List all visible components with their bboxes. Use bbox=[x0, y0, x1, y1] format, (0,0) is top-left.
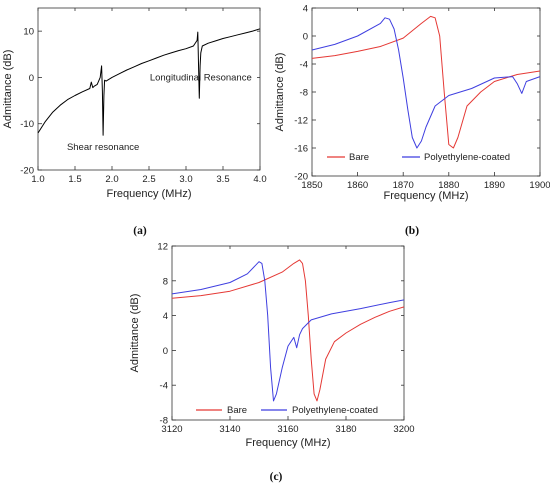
panel-a: 1.0 1.5 2.0 2.5 3.0 3.5 4.0 -20 -10 0 10 Shear re… bbox=[2, 7, 267, 237]
x-tick-label: 3120 bbox=[161, 424, 182, 435]
y-ticks: -8 -4 0 4 8 12 bbox=[157, 242, 404, 427]
y-axis-label: Admittance (dB) bbox=[2, 50, 14, 129]
legend-label-coated: Polyethylene-coated bbox=[292, 405, 378, 416]
caption-c: (c) bbox=[270, 471, 283, 483]
plot-frame bbox=[171, 245, 405, 421]
y-tick-label: -20 bbox=[294, 172, 308, 183]
x-tick-label: 1880 bbox=[438, 180, 459, 191]
x-tick-label: 1890 bbox=[484, 180, 505, 191]
x-tick-label: 4.0 bbox=[253, 174, 266, 185]
y-tick-label: 4 bbox=[303, 4, 308, 15]
y-tick-label: -10 bbox=[20, 119, 34, 130]
x-axis-label: Frequency (MHz) bbox=[107, 188, 192, 200]
y-tick-label: 8 bbox=[163, 276, 168, 287]
y-tick-label: 4 bbox=[163, 311, 168, 322]
x-tick-label: 3.5 bbox=[216, 174, 229, 185]
series-line-1 bbox=[37, 28, 261, 136]
x-tick-label: 1.5 bbox=[68, 174, 81, 185]
series-line-bare bbox=[311, 15, 541, 149]
panel-c: 3120 3140 3160 3180 3200 -8 -4 0 4 8 12 Bare Poly… bbox=[129, 242, 415, 484]
y-tick-label: -8 bbox=[160, 416, 168, 427]
y-ticks: -20 -16 -12 -8 -4 0 4 bbox=[294, 4, 540, 183]
x-tick-label: 2.0 bbox=[105, 174, 118, 185]
annotations: Shear resonance Longitudinal Resonance bbox=[67, 72, 252, 152]
y-tick-label: -16 bbox=[294, 144, 308, 155]
x-tick-label: 1.0 bbox=[31, 174, 44, 185]
y-tick-label: -12 bbox=[294, 116, 308, 127]
y-tick-label: 0 bbox=[303, 32, 308, 43]
x-tick-label: 1870 bbox=[393, 180, 414, 191]
series-line-bare bbox=[171, 259, 405, 402]
x-tick-label: 1850 bbox=[301, 180, 322, 191]
series bbox=[311, 15, 541, 149]
x-tick-label: 1860 bbox=[347, 180, 368, 191]
x-tick-label: 1900 bbox=[529, 180, 550, 191]
series-line-polyethylene-coated bbox=[171, 261, 405, 402]
legend-label-bare: Bare bbox=[227, 405, 247, 416]
y-axis-label: Admittance (dB) bbox=[129, 294, 141, 373]
y-tick-label: -20 bbox=[20, 166, 34, 177]
x-ticks: 1.0 1.5 2.0 2.5 3.0 3.5 4.0 bbox=[31, 8, 267, 185]
y-tick-label: -4 bbox=[300, 60, 308, 71]
x-tick-label: 3200 bbox=[393, 424, 414, 435]
x-axis-label: Frequency (MHz) bbox=[384, 190, 469, 202]
y-tick-label: -4 bbox=[160, 381, 168, 392]
x-tick-label: 2.5 bbox=[142, 174, 155, 185]
legend-label-coated: Polyethylene-coated bbox=[424, 152, 510, 163]
annotation-longitudinal-resonance: Longitudinal Resonance bbox=[150, 72, 252, 83]
series bbox=[171, 259, 405, 402]
caption-b: (b) bbox=[405, 225, 419, 237]
series bbox=[37, 28, 261, 136]
x-tick-label: 3180 bbox=[335, 424, 356, 435]
y-tick-label: 0 bbox=[163, 346, 168, 357]
y-tick-label: -8 bbox=[300, 88, 308, 99]
y-tick-label: 10 bbox=[23, 27, 34, 38]
legend: Bare Polyethylene-coated bbox=[196, 405, 378, 416]
plot-frame bbox=[311, 7, 541, 177]
x-ticks: 1850 1860 1870 1880 1890 1900 bbox=[301, 8, 550, 191]
legend: Bare Polyethylene-coated bbox=[327, 152, 510, 163]
y-tick-label: 12 bbox=[157, 242, 168, 253]
series-line-polyethylene-coated bbox=[311, 17, 541, 149]
x-ticks: 3120 3140 3160 3180 3200 bbox=[161, 246, 415, 435]
legend-label-bare: Bare bbox=[349, 152, 369, 163]
x-tick-label: 3140 bbox=[219, 424, 240, 435]
caption-a: (a) bbox=[133, 225, 147, 237]
x-tick-label: 3.0 bbox=[179, 174, 192, 185]
x-tick-label: 3160 bbox=[277, 424, 298, 435]
x-axis-label: Frequency (MHz) bbox=[246, 437, 331, 449]
y-ticks: -20 -10 0 10 bbox=[20, 27, 260, 177]
panel-b: 1850 1860 1870 1880 1890 1900 -20 -16 -12 -8 -4 0 4… bbox=[274, 4, 550, 238]
y-tick-label: 0 bbox=[29, 73, 34, 84]
plot-frame bbox=[37, 7, 261, 171]
annotation-shear-resonance: Shear resonance bbox=[67, 142, 139, 153]
y-axis-label: Admittance (dB) bbox=[274, 53, 286, 132]
